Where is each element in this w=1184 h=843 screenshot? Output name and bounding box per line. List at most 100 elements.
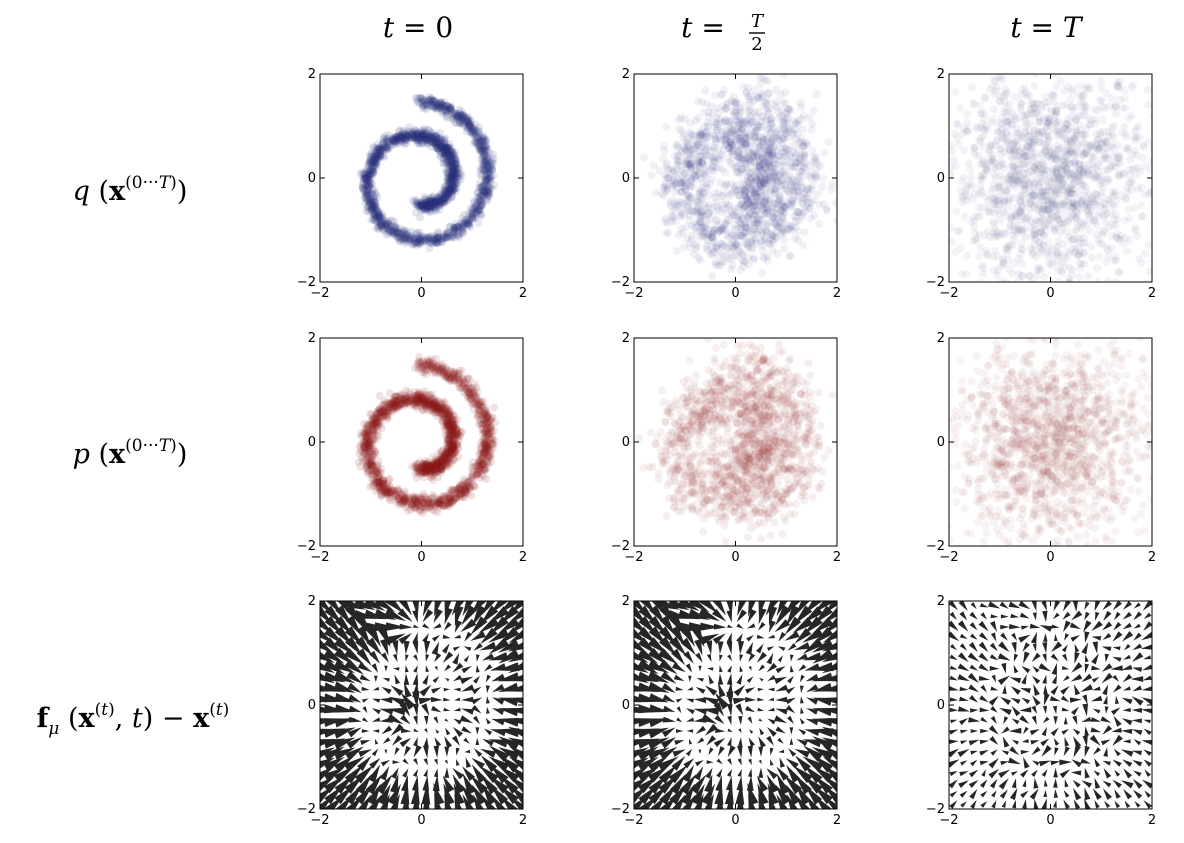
scatter-point bbox=[409, 235, 418, 244]
scatter-point bbox=[405, 235, 413, 244]
scatter-point bbox=[754, 133, 762, 142]
scatter-point bbox=[708, 230, 717, 239]
scatter-point bbox=[771, 189, 780, 198]
scatter-point bbox=[475, 194, 484, 203]
scatter-point bbox=[790, 117, 799, 126]
scatter-point bbox=[365, 177, 374, 186]
scatter-point bbox=[659, 182, 668, 191]
scatter-point bbox=[429, 204, 438, 212]
scatter-point bbox=[453, 223, 462, 232]
scatter-point bbox=[1141, 249, 1150, 258]
scatter-point bbox=[770, 141, 779, 150]
scatter-point bbox=[464, 209, 473, 217]
scatter-point bbox=[440, 194, 449, 202]
scatter-point bbox=[416, 133, 425, 142]
scatter-point bbox=[704, 246, 713, 255]
scatter-point bbox=[466, 211, 475, 219]
scatter-point bbox=[686, 174, 695, 183]
scatter-point bbox=[768, 147, 777, 156]
scatter-point bbox=[1133, 151, 1142, 160]
scatter-point bbox=[794, 235, 803, 244]
scatter-point bbox=[744, 183, 753, 192]
scatter-point bbox=[445, 185, 454, 194]
scatter-point bbox=[372, 210, 381, 219]
scatter-point bbox=[440, 154, 449, 163]
scatter-point bbox=[377, 141, 386, 150]
scatter-point bbox=[1063, 167, 1072, 176]
scatter-point bbox=[736, 223, 745, 232]
scatter-point bbox=[788, 187, 797, 196]
scatter-point bbox=[1040, 301, 1048, 309]
scatter-point bbox=[760, 211, 769, 220]
scatter-point bbox=[426, 200, 435, 209]
scatter-point bbox=[1093, 264, 1102, 273]
scatter-point bbox=[780, 236, 789, 244]
scatter-point bbox=[786, 106, 795, 115]
scatter-point bbox=[766, 186, 775, 195]
plot-area bbox=[937, 54, 1152, 309]
scatter-point bbox=[1063, 137, 1072, 145]
scatter-point bbox=[770, 100, 779, 109]
scatter-point bbox=[680, 200, 689, 209]
scatter-point bbox=[440, 191, 449, 200]
scatter-point bbox=[723, 100, 732, 109]
scatter-point bbox=[371, 198, 380, 207]
scatter-point bbox=[762, 164, 771, 173]
scatter-point bbox=[752, 187, 761, 196]
scatter-point bbox=[440, 199, 448, 208]
scatter-point bbox=[482, 178, 491, 187]
scatter-point bbox=[939, 153, 947, 161]
scatter-point bbox=[937, 217, 945, 225]
scatter-point bbox=[436, 98, 445, 107]
scatter-point bbox=[1028, 155, 1036, 164]
scatter-point bbox=[1102, 150, 1111, 159]
scatter-point bbox=[362, 182, 371, 191]
scatter-point bbox=[748, 235, 757, 244]
scatter-point bbox=[660, 184, 668, 193]
scatter-point bbox=[446, 104, 454, 112]
scatter-point bbox=[751, 208, 760, 217]
scatter-point bbox=[480, 188, 489, 197]
scatter-point bbox=[1060, 219, 1069, 228]
scatter-point bbox=[967, 173, 976, 182]
scatter-point bbox=[368, 179, 376, 188]
scatter-point bbox=[474, 198, 483, 207]
scatter-point bbox=[425, 244, 434, 253]
scatter-point bbox=[802, 186, 811, 195]
scatter-point bbox=[1111, 109, 1120, 118]
scatter-point bbox=[730, 244, 739, 253]
scatter-point bbox=[1028, 248, 1037, 257]
scatter-point bbox=[424, 202, 433, 211]
scatter-point bbox=[684, 138, 693, 147]
row-label-q: q (x(0···T)) bbox=[73, 173, 188, 207]
scatter-point bbox=[391, 137, 400, 146]
scatter-point bbox=[442, 101, 451, 110]
scatter-point bbox=[739, 240, 748, 248]
scatter-point bbox=[707, 233, 716, 242]
scatter-point bbox=[399, 229, 408, 238]
scatter-point bbox=[1111, 102, 1120, 110]
scatter-point bbox=[426, 202, 435, 211]
scatter-point bbox=[649, 161, 658, 170]
scatter-point bbox=[1113, 229, 1121, 238]
scatter-point bbox=[728, 208, 737, 217]
scatter-point bbox=[758, 153, 767, 161]
scatter-point bbox=[431, 203, 440, 212]
scatter-point bbox=[384, 226, 393, 235]
scatter-point bbox=[485, 168, 494, 177]
scatter-point bbox=[436, 99, 444, 108]
scatter-point bbox=[448, 191, 457, 200]
scatter-point bbox=[694, 147, 703, 156]
scatter-point bbox=[742, 195, 751, 204]
scatter-point bbox=[768, 134, 777, 143]
scatter-point bbox=[466, 122, 475, 131]
scatter-point bbox=[1115, 95, 1124, 104]
scatter-point bbox=[1076, 165, 1085, 174]
scatter-point bbox=[456, 110, 465, 119]
scatter-point bbox=[454, 112, 463, 120]
scatter-point bbox=[1005, 265, 1014, 273]
scatter-point bbox=[428, 136, 437, 145]
scatter-point bbox=[375, 218, 384, 227]
scatter-point bbox=[370, 197, 379, 206]
scatter-point bbox=[1110, 54, 1118, 62]
